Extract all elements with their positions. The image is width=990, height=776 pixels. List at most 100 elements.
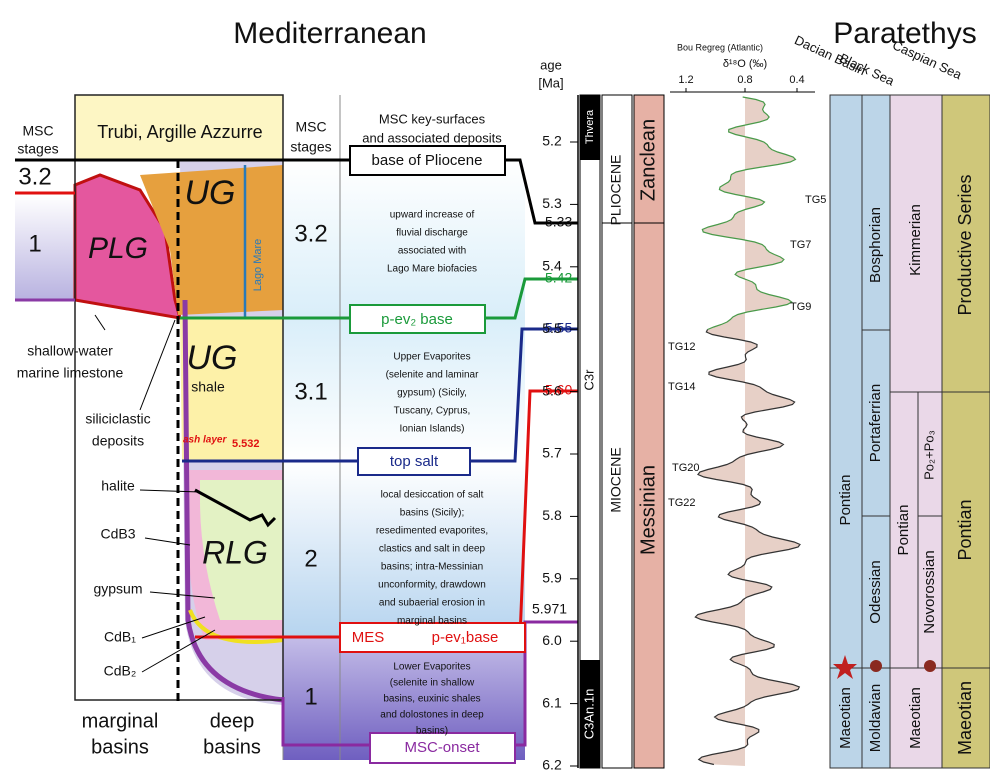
description: Tuscany, Cyprus, xyxy=(394,406,471,417)
tick-label: 1.2 xyxy=(678,74,693,86)
tick-label: 5.6 xyxy=(542,382,562,398)
stage: 3.2 xyxy=(294,220,327,247)
event-label: TG9 xyxy=(790,301,811,313)
stage: Maeotian xyxy=(837,687,854,749)
description: and subaerial erosion in xyxy=(379,598,485,609)
description: clastics and salt in deep xyxy=(379,544,486,555)
stage: 1 xyxy=(28,230,41,257)
label: Bou Regreg (Atlantic) xyxy=(677,42,763,52)
stage: Maeotian xyxy=(907,687,924,749)
tick-label: 6.2 xyxy=(542,757,562,773)
label: stages xyxy=(290,139,331,155)
description: associated with xyxy=(398,246,466,257)
label: δ¹⁸O (‰) xyxy=(723,58,767,70)
epoch: MIOCENE xyxy=(608,447,624,512)
annotation: siliciclastic xyxy=(85,411,150,427)
description: Lower Evaporites xyxy=(393,662,470,673)
label: [Ma] xyxy=(538,75,563,90)
title: Mediterranean xyxy=(233,17,426,50)
stage: Odessian xyxy=(867,560,884,623)
description: (selenite and laminar xyxy=(386,370,479,381)
age-marker: 5.971 xyxy=(532,601,567,617)
description: fluvial discharge xyxy=(396,228,468,239)
description: basins, euxinic shales xyxy=(383,694,480,705)
description: Lago Mare biofacies xyxy=(387,264,477,275)
description: marginal basins xyxy=(397,616,467,627)
label: age xyxy=(540,57,562,72)
description: upward increase of xyxy=(390,210,475,221)
annotation: CdB3 xyxy=(100,526,135,542)
tick-label: 5.8 xyxy=(542,507,562,523)
tick-label: 5.4 xyxy=(542,258,562,274)
description: local desiccation of salt xyxy=(381,490,484,501)
stage: Productive Series xyxy=(955,174,975,315)
label: MSC xyxy=(295,119,326,135)
age-marker: 5.33 xyxy=(545,214,572,230)
stage: 2 xyxy=(304,545,317,572)
annotation: gypsum xyxy=(93,581,142,597)
label: 5.532 xyxy=(232,438,260,450)
label: marginal xyxy=(82,710,159,732)
description: and dolostones in deep xyxy=(380,710,484,721)
stage: Kimmerian xyxy=(907,204,924,276)
tick-label: 0.4 xyxy=(789,74,804,86)
surface-label: p-ev₁base xyxy=(432,629,499,646)
annotation: shallow-water xyxy=(27,343,113,359)
label: Trubi, Argille Azzurre xyxy=(97,122,262,142)
chron: C3r xyxy=(581,369,596,391)
stage: 3.2 xyxy=(18,163,51,190)
event-label: TG5 xyxy=(805,194,826,206)
stage: Portaferrian xyxy=(867,384,884,462)
unit: UG xyxy=(185,174,236,212)
stage: Bosphorian xyxy=(867,207,884,283)
stage: Maeotian xyxy=(955,681,975,755)
surface-label: base of Pliocene xyxy=(372,152,483,169)
surface-label: top salt xyxy=(390,453,439,470)
description: (selenite in shallow xyxy=(390,678,475,689)
event-label: TG20 xyxy=(672,462,700,474)
annotation: CdB₂ xyxy=(104,663,137,679)
tick-label: 6.0 xyxy=(542,632,562,648)
annotation: marine limestone xyxy=(17,365,124,381)
label: MSC xyxy=(22,123,53,139)
description: gypsum) (Sicily, xyxy=(397,388,467,399)
stage: Pontian xyxy=(895,505,912,556)
label: deep xyxy=(210,710,255,732)
unit: shale xyxy=(191,379,225,395)
label: MSC key-surfaces xyxy=(379,111,486,126)
isotope-record xyxy=(695,97,800,766)
unit: UG xyxy=(187,339,238,377)
stage: Pontian xyxy=(955,499,975,560)
stage: Moldavian xyxy=(867,684,884,752)
unit: PLG xyxy=(88,232,148,265)
stage: Po₂+Po₃ xyxy=(921,430,936,480)
label: basins xyxy=(203,736,261,758)
stage: 3.1 xyxy=(294,378,327,405)
label: stages xyxy=(17,141,58,157)
stage: Messinian xyxy=(637,465,659,555)
stage: Zanclean xyxy=(637,119,659,201)
stage: Pontian xyxy=(837,475,854,526)
tick-label: 5.7 xyxy=(542,445,562,461)
tick-label: 5.5 xyxy=(542,320,562,336)
figure: Mediterranean Paratethys MSC stages Trub… xyxy=(0,0,990,776)
surface-label: MSC-onset xyxy=(404,739,480,756)
tick-label: 5.2 xyxy=(542,133,562,149)
unit: Lago Mare xyxy=(252,239,264,292)
tick-label: 5.3 xyxy=(542,195,562,211)
description: basins (Sicily); xyxy=(400,508,464,519)
description: resedimented evaporites, xyxy=(376,526,488,537)
surface-label: p-ev₂ base xyxy=(381,311,453,328)
description: Upper Evaporites xyxy=(393,352,470,363)
description: unconformity, drawdown xyxy=(378,580,486,591)
label: and associated deposits xyxy=(362,130,502,145)
surface-label: MES xyxy=(352,629,385,646)
annotation: CdB₁ xyxy=(104,629,136,645)
background-shapes xyxy=(15,88,990,768)
unit: RLG xyxy=(202,534,268,570)
annotation: halite xyxy=(101,478,135,494)
event-label: TG12 xyxy=(668,341,696,353)
tick-label: 0.8 xyxy=(737,74,752,86)
tick-label: 6.1 xyxy=(542,694,562,710)
epoch: PLIOCENE xyxy=(608,155,624,226)
